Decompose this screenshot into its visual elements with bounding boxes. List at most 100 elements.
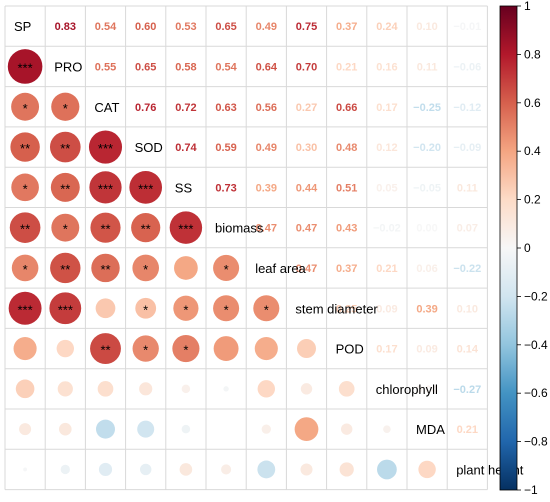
colorbar-tick-label: −0.2 — [524, 289, 548, 303]
correlation-circle — [418, 460, 436, 479]
significance-marker: ** — [100, 222, 110, 237]
coefficient-label: 0.24 — [376, 21, 398, 33]
correlation-circle — [97, 381, 114, 397]
correlation-circle — [181, 384, 191, 394]
significance-marker: * — [264, 302, 269, 317]
coefficient-label: 0.21 — [336, 61, 357, 73]
coefficient-label: 0.43 — [336, 223, 357, 235]
correlation-circle — [49, 131, 81, 163]
significance-marker: * — [23, 181, 28, 196]
correlation-circle — [90, 333, 121, 364]
colorbar-tick-label: −0.8 — [524, 435, 548, 449]
correlation-circle — [221, 464, 232, 475]
correlation-circle — [294, 417, 319, 442]
variable-label: stem diameter — [295, 301, 378, 316]
coefficient-label: −0.09 — [453, 142, 481, 154]
colorbar-tick-label: −1 — [524, 483, 538, 497]
coefficient-label: 0.07 — [457, 223, 478, 235]
correlation-circle — [131, 213, 161, 243]
correlation-circle — [51, 92, 80, 121]
significance-marker: ** — [60, 262, 70, 277]
coefficient-label: 0.09 — [376, 303, 397, 315]
coefficient-label: 0.09 — [416, 344, 437, 356]
coefficient-label: −0.06 — [453, 61, 481, 73]
significance-marker: ** — [20, 141, 30, 156]
correlation-circle — [213, 295, 240, 322]
correlation-circle — [90, 212, 121, 243]
coefficient-label: 0.47 — [296, 263, 317, 275]
correlation-circle — [341, 423, 353, 435]
coefficient-label: 0.39 — [256, 182, 277, 194]
correlation-circle — [181, 424, 191, 434]
variable-label: SOD — [135, 140, 163, 155]
correlation-circle — [132, 335, 159, 362]
correlation-circle — [139, 382, 153, 396]
significance-marker: * — [23, 262, 28, 277]
colorbar-tick-label: 0 — [524, 241, 531, 255]
grid-lines — [4, 5, 488, 491]
colorbar-tick-label: 0.6 — [524, 96, 541, 110]
significance-marker: *** — [98, 181, 113, 196]
coefficient-label: 0.60 — [135, 21, 156, 33]
correlation-circle — [11, 254, 39, 282]
coefficient-label: 0.70 — [296, 61, 317, 73]
coefficient-label: 0.39 — [416, 303, 437, 315]
colorbar-tick-label: 0.2 — [524, 193, 541, 207]
correlation-circle — [213, 336, 239, 362]
correlation-circle — [132, 254, 159, 282]
coefficient-label: −0.01 — [453, 21, 481, 33]
coefficient-label: 0.25 — [336, 303, 357, 315]
coefficient-label: −0.25 — [413, 102, 441, 114]
correlation-circle — [7, 49, 43, 84]
coefficient-label: 0.21 — [457, 424, 478, 436]
correlation-circle — [57, 381, 73, 397]
correlation-circle — [9, 212, 41, 243]
coefficient-label: 0.00 — [416, 223, 437, 235]
significance-marker: * — [224, 262, 229, 277]
coefficient-label: 0.47 — [256, 223, 277, 235]
correlation-circle — [13, 336, 37, 361]
coefficient-label: 0.04 — [416, 384, 438, 396]
correlation-circle — [91, 253, 120, 283]
significance-marker: ** — [141, 222, 151, 237]
correlation-circle — [297, 339, 316, 359]
correlation-circle — [8, 291, 42, 325]
significance-marker: *** — [18, 302, 33, 317]
correlation-circle — [56, 339, 75, 358]
correlation-circle — [174, 256, 198, 280]
coefficient-label: 0.56 — [256, 102, 277, 114]
correlation-circle — [11, 92, 40, 121]
significance-marker: * — [224, 302, 229, 317]
colorbar-tick-label: 1 — [524, 0, 531, 13]
correlation-circle — [51, 213, 80, 242]
coefficient-label: 0.11 — [417, 61, 438, 73]
coefficient-label: 0.54 — [215, 61, 237, 73]
correlation-circle — [300, 463, 313, 476]
correlation-circle — [19, 423, 32, 436]
colorbar-tick-label: −0.4 — [524, 338, 548, 352]
significance-marker: *** — [178, 222, 193, 237]
coefficient-label: 0.30 — [296, 142, 317, 154]
correlation-circle — [300, 383, 313, 395]
coefficient-label: 0.17 — [376, 344, 397, 356]
correlation-circle — [338, 381, 355, 397]
correlation-circle — [15, 379, 35, 399]
correlation-circle — [98, 462, 113, 477]
significance-markers: **** *** ** **** ** *** ***** * ** ** **** ** ** * ***… — [18, 60, 269, 357]
coefficient-label: 0.63 — [215, 102, 236, 114]
correlation-circle — [50, 172, 80, 202]
coefficient-label: 0.27 — [296, 102, 317, 114]
significance-marker: *** — [138, 181, 153, 196]
variable-label: chlorophyll — [376, 382, 438, 397]
correlation-circle — [377, 459, 397, 480]
colorbar-gradient — [499, 5, 518, 491]
coefficient-label: 0.48 — [336, 142, 357, 154]
coefficient-label: 0.05 — [376, 182, 397, 194]
variable-label: PRO — [54, 59, 82, 74]
coefficient-label: 0.11 — [457, 182, 478, 194]
correlation-circle — [96, 419, 115, 439]
significance-marker: *** — [18, 60, 33, 75]
colorbar: −1 −0.8 −0.6 −0.4 −0.2 0 0.2 0.4 0.6 0.8 1 — [499, 0, 548, 497]
correlation-circle — [23, 467, 27, 472]
coefficient-label: 0.49 — [256, 142, 277, 154]
